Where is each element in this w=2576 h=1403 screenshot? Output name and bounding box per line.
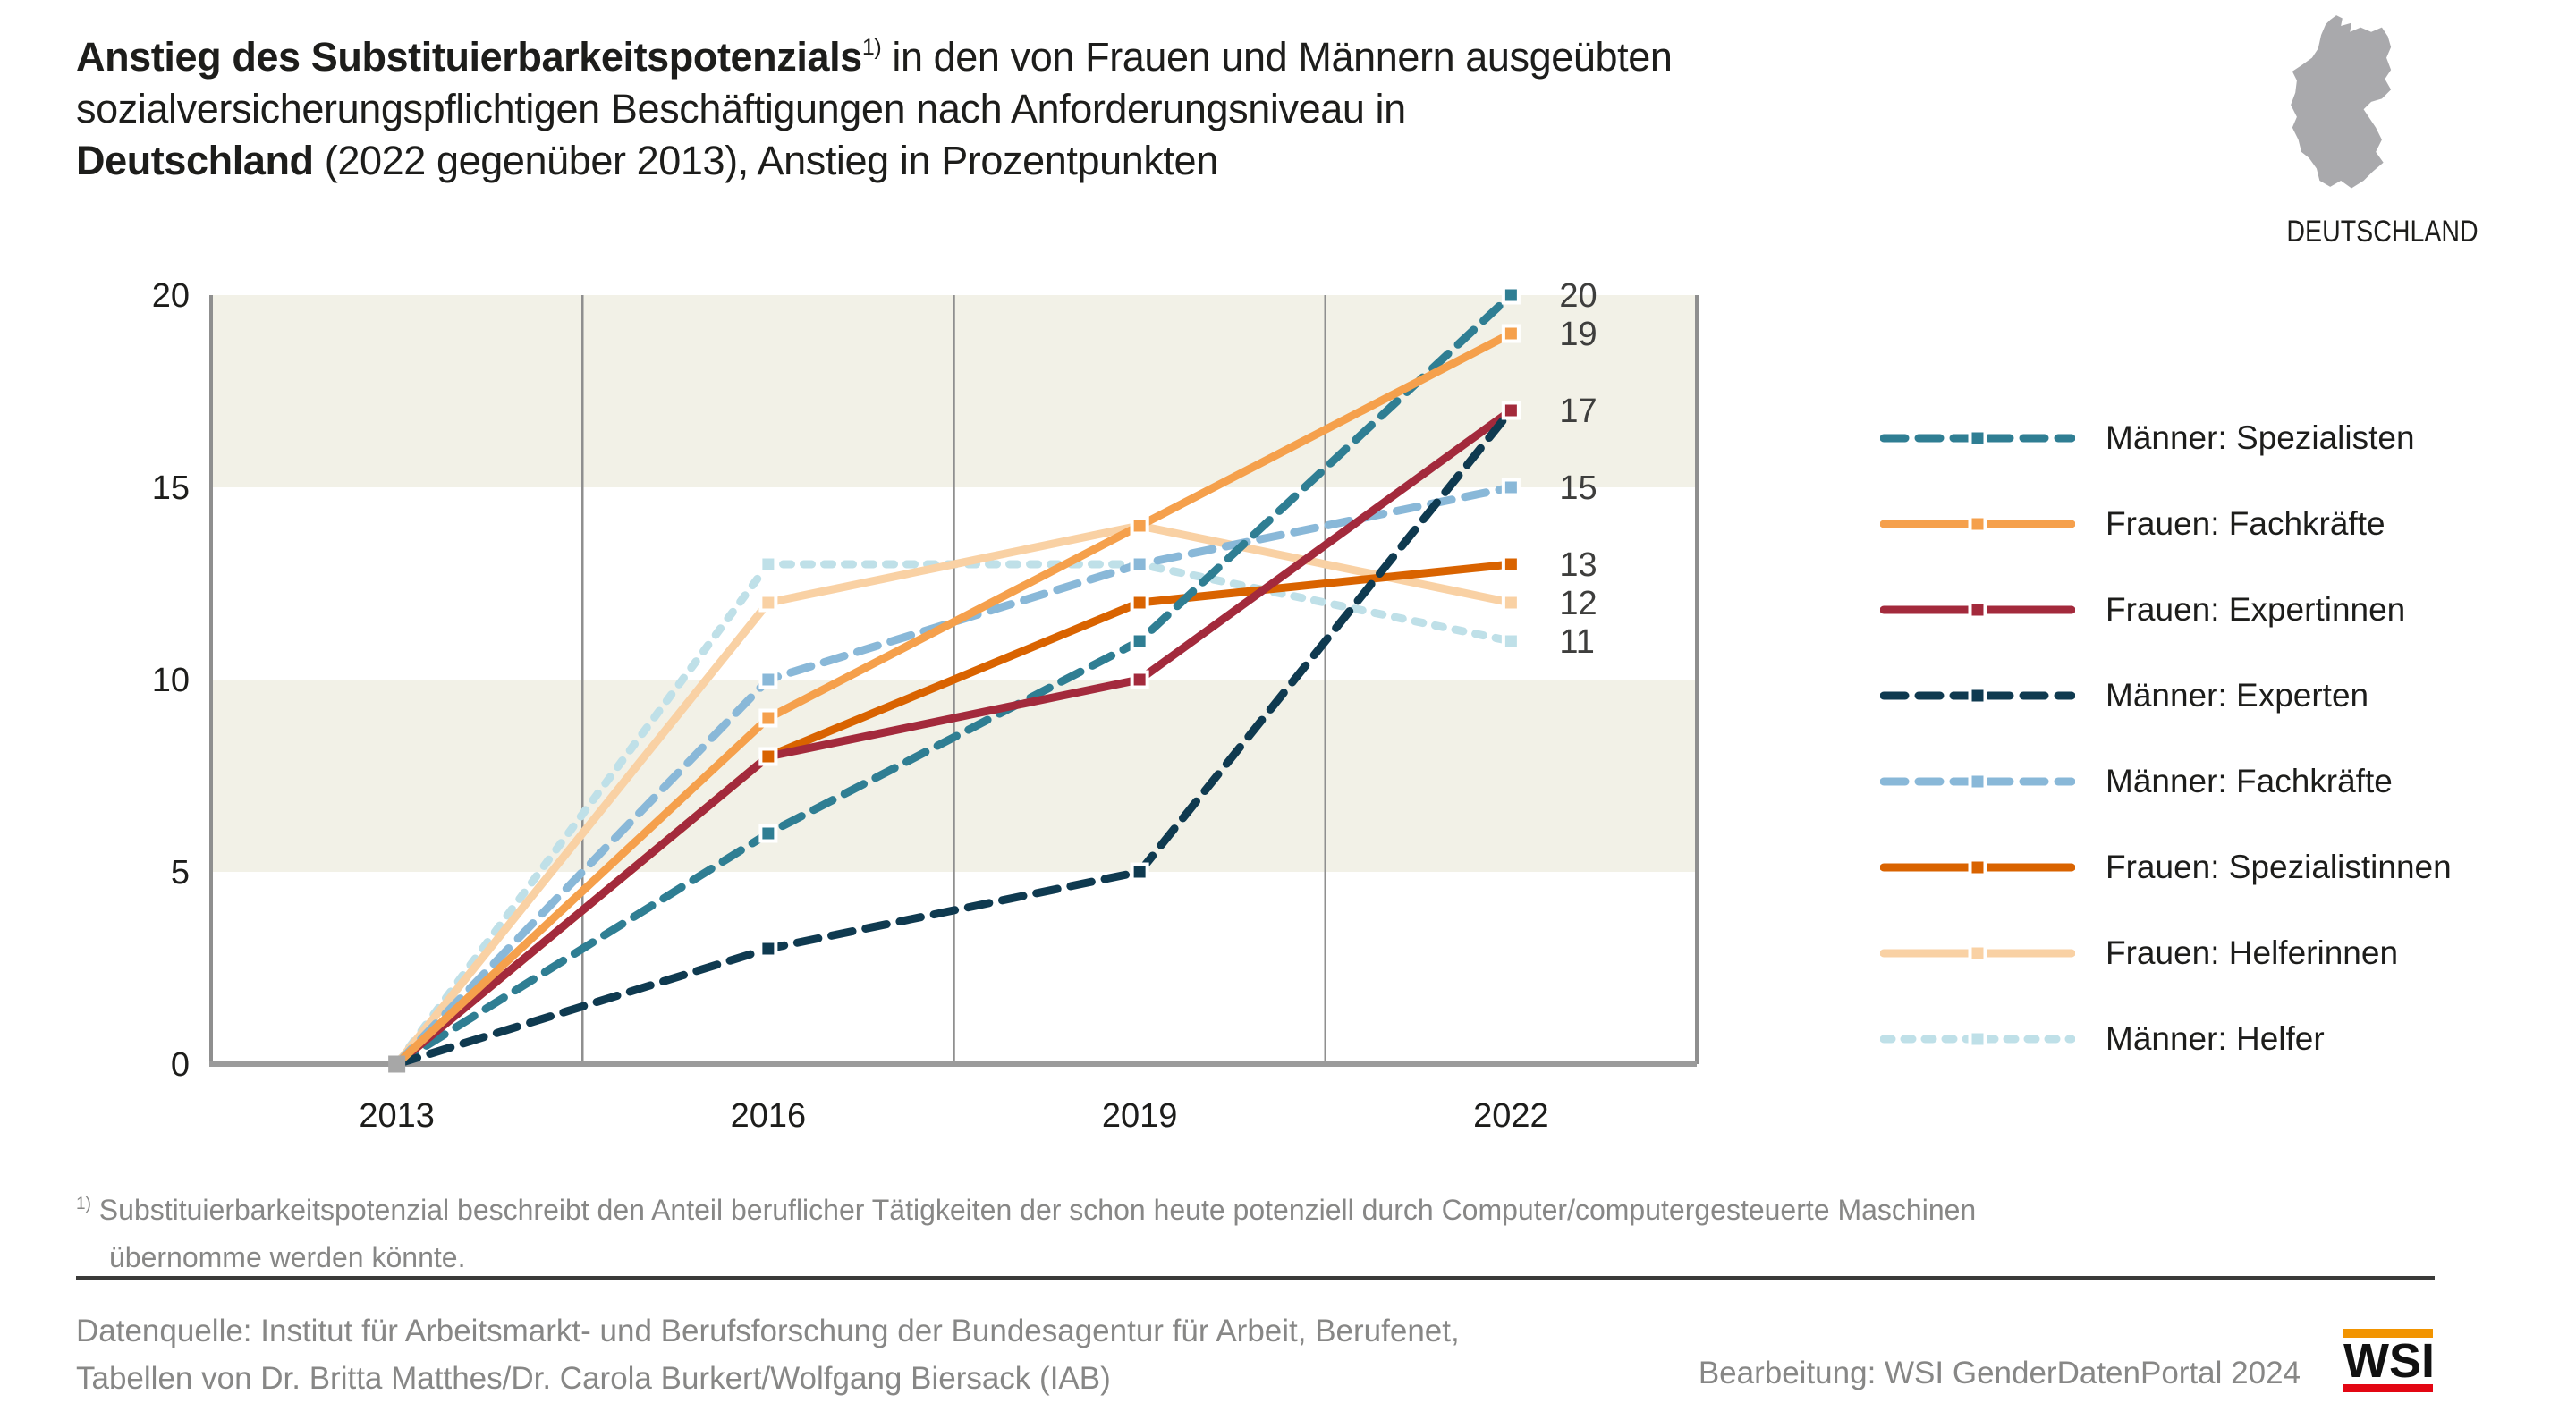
legend-item: Männer: Spezialisten xyxy=(1880,395,2452,481)
data-marker xyxy=(758,670,778,689)
page-title: Anstieg des Substituierbarkeitspotenzial… xyxy=(76,21,2223,187)
x-tick-label: 2019 xyxy=(1102,1097,1178,1135)
chart-legend: Männer: Spezialisten Frauen: Fachkräfte Fr… xyxy=(1880,395,2452,1082)
germany-map-box: DEUTSCHLAND xyxy=(2268,11,2479,249)
data-marker xyxy=(1130,631,1149,651)
series-line xyxy=(393,406,1515,1069)
germany-map-icon xyxy=(2291,15,2392,189)
legend-swatch xyxy=(1880,686,2075,706)
legend-swatch xyxy=(1880,514,2075,534)
data-marker xyxy=(1501,631,1521,651)
data-source: Datenquelle: Institut für Arbeitsmarkt- … xyxy=(76,1307,1460,1402)
series-line xyxy=(393,521,1515,1069)
title-bold-2: Deutschland xyxy=(76,138,314,183)
data-marker xyxy=(758,939,778,959)
title-line-2: sozialversicherungspflichtigen Beschäfti… xyxy=(76,86,1406,131)
data-marker xyxy=(758,593,778,613)
legend-label: Frauen: Expertinnen xyxy=(2106,591,2406,628)
end-value-label: 13 xyxy=(1559,546,1597,584)
data-marker xyxy=(1501,401,1521,420)
data-marker xyxy=(1130,670,1149,689)
title-rest-2: (2022 gegenüber 2013), Anstieg in Prozen… xyxy=(313,138,1218,183)
legend-label: Männer: Spezialisten xyxy=(2106,419,2415,456)
y-tick-label: 20 xyxy=(152,277,190,315)
data-marker xyxy=(758,824,778,843)
legend-label: Frauen: Spezialistinnen xyxy=(2106,849,2452,885)
y-tick-label: 0 xyxy=(171,1046,190,1084)
title-superscript: 1) xyxy=(861,35,882,60)
title-bold-1: Anstieg des Substituierbarkeitspotenzial… xyxy=(76,34,862,80)
end-value-label: 17 xyxy=(1559,393,1597,430)
footnote-line-2: übernomme werden könnte. xyxy=(109,1241,466,1273)
footnote: 1) Substituierbarkeitspotenzial beschrei… xyxy=(76,1180,1976,1281)
map-label: DEUTSCHLAND xyxy=(2286,215,2479,249)
wsi-logo-top-bar xyxy=(2343,1329,2433,1338)
end-value-label: 20 xyxy=(1559,277,1597,315)
title-rest-1: in den von Frauen und Männern ausgeübten xyxy=(881,34,1673,80)
y-tick-label: 10 xyxy=(152,662,190,699)
legend-swatch xyxy=(1880,600,2075,620)
legend-swatch xyxy=(1880,943,2075,963)
data-marker xyxy=(758,554,778,574)
legend-label: Frauen: Fachkräfte xyxy=(2106,505,2385,542)
end-value-label: 11 xyxy=(1559,623,1594,661)
data-marker xyxy=(1501,593,1521,613)
legend-swatch xyxy=(1880,1029,2075,1049)
data-marker xyxy=(758,747,778,766)
y-tick-label: 5 xyxy=(171,854,190,892)
legend-item: Männer: Fachkräfte xyxy=(1880,739,2452,824)
legend-label: Männer: Fachkräfte xyxy=(2106,763,2393,799)
legend-item: Frauen: Helferinnen xyxy=(1880,910,2452,996)
series-line xyxy=(393,291,1515,1069)
credit-text: Bearbeitung: WSI GenderDatenPortal 2024 xyxy=(1698,1356,2301,1390)
footnote-line-1: 1) Substituierbarkeitspotenzial beschrei… xyxy=(76,1194,1977,1226)
data-marker xyxy=(1130,554,1149,574)
legend-item: Frauen: Expertinnen xyxy=(1880,567,2452,653)
data-marker xyxy=(758,708,778,728)
x-tick-label: 2016 xyxy=(731,1097,807,1135)
legend-item: Frauen: Spezialistinnen xyxy=(1880,824,2452,910)
series-line xyxy=(393,406,1515,1069)
data-marker xyxy=(1130,516,1149,536)
legend-swatch xyxy=(1880,858,2075,877)
y-tick-label: 15 xyxy=(152,469,190,507)
wsi-logo-bottom-bar xyxy=(2343,1384,2433,1392)
data-marker xyxy=(1130,862,1149,882)
data-marker xyxy=(1501,554,1521,574)
start-marker xyxy=(388,1055,406,1073)
data-marker xyxy=(1501,478,1521,497)
wsi-logo: WSI xyxy=(2343,1329,2435,1392)
footnote-superscript: 1) xyxy=(76,1195,91,1213)
source-line-1: Datenquelle: Institut für Arbeitsmarkt- … xyxy=(76,1314,1460,1348)
end-value-label: 19 xyxy=(1559,316,1597,353)
legend-label: Männer: Helfer xyxy=(2106,1020,2325,1057)
legend-item: Männer: Helfer xyxy=(1880,996,2452,1082)
x-tick-label: 2022 xyxy=(1473,1097,1549,1135)
data-marker xyxy=(1130,593,1149,613)
x-tick-label: 2013 xyxy=(359,1097,435,1135)
series-line xyxy=(393,329,1515,1069)
data-marker xyxy=(1501,324,1521,343)
wsi-logo-text: WSI xyxy=(2343,1334,2435,1388)
legend-item: Männer: Experten xyxy=(1880,653,2452,739)
end-value-label: 12 xyxy=(1559,585,1597,622)
end-value-label: 15 xyxy=(1559,469,1597,507)
legend-swatch xyxy=(1880,772,2075,791)
source-line-2: Tabellen von Dr. Britta Matthes/Dr. Caro… xyxy=(76,1361,1111,1396)
separator-rule xyxy=(76,1276,2435,1280)
legend-label: Frauen: Helferinnen xyxy=(2106,934,2399,971)
data-marker xyxy=(1501,285,1521,305)
legend-item: Frauen: Fachkräfte xyxy=(1880,481,2452,567)
legend-swatch xyxy=(1880,428,2075,448)
legend-label: Männer: Experten xyxy=(2106,677,2369,714)
